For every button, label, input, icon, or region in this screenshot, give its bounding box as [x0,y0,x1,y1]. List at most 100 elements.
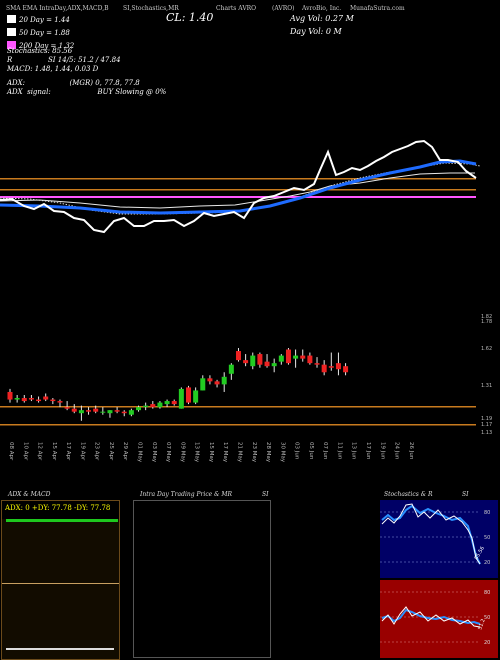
symbol-label: (AVRO) [272,5,295,12]
intraday-panel [133,500,271,658]
date-tick-label: 17 Jun [365,442,371,460]
date-tick-label: 17 May [222,442,228,463]
date-tick-label: 03 Jun [294,442,300,460]
si-value: SI 14/5: 51.2 / 47.84 [48,56,121,64]
level-line-upper [0,178,476,180]
adx-value: ADX: (MGR) 0, 77.8, 77.8 [7,79,140,87]
candle-body [50,399,56,402]
stoch-tick-label: 20 [484,560,490,566]
stochastics-value: Stochastics: 85.56 [7,47,73,55]
candle [285,348,291,365]
candle [321,360,327,376]
candle-body [43,396,49,400]
intraday-panel-title: Intra Day Trading Price & MR [140,491,233,498]
candle [57,399,63,408]
candle-body [335,363,341,370]
candle [250,352,256,370]
candle-body [228,364,234,374]
candle [50,398,56,405]
date-tick-label: 15 May [208,442,214,463]
candle [186,385,191,405]
date-tick-label: 29 Apr [122,442,128,461]
adx-panel-values: ADX: 0 +DY: 77.78 -DY: 77.78 [5,504,111,512]
munafa-label: MunafaSutra.com [350,5,405,12]
candle [43,393,49,402]
candle [14,395,20,403]
avg-volume: Avg Vol: 0.27 M [290,14,354,23]
candle-body [257,354,263,365]
candle-body [307,355,313,364]
si-line [381,606,481,628]
candle-body [164,401,170,405]
main-price-chart: 1.821.78 1.62 1.31 1.191.17 1.13 08 Apr 10 Ap… [0,139,492,463]
price-tick-label: 1.62 [481,346,492,352]
candle [200,375,206,391]
candle-body [21,398,27,402]
date-tick-label: 24 Jun [394,442,400,460]
candle [143,402,149,411]
candle [328,352,334,371]
candle-body [235,351,241,361]
price-tick-label: 1.19 [481,416,492,422]
candle-body [93,408,99,412]
ma-legend: 20 Day = 1.44 50 Day = 1.88 200 Day = 1.… [7,15,74,51]
date-tick-label: 11 Jun [336,442,342,460]
candle-body [207,378,213,382]
candle [64,401,70,411]
adx-panel-title: ADX & MACD [8,491,51,498]
candle-body [200,378,206,391]
candle-body [264,361,270,367]
candle-body [278,355,284,362]
si-tick-label: 50 [484,615,490,621]
date-tick-label: 05 Jun [308,442,314,460]
candle [171,399,177,406]
level-line-lower [0,406,476,408]
candle [243,354,249,367]
candle [193,387,199,405]
candle [114,407,120,414]
adx-signal: ADX signal: BUY Slowing @ 0% [7,88,167,96]
date-tick-label: 19 Apr [79,442,85,461]
price-tick-label: 1.31 [481,383,492,389]
candle [314,357,320,368]
date-tick-label: 26 Jun [408,442,414,460]
candle-body [128,410,134,415]
candle-body [64,407,70,409]
candle-body [285,349,291,364]
candle-body [86,410,92,412]
price-tick-label: 1.13 [481,430,492,436]
date-tick-label: 23 May [251,442,257,463]
candle [136,405,142,412]
candlesticks-layer [7,348,349,421]
candle [93,405,99,414]
close-price-label: CL: 1.40 [166,11,214,24]
stoch-tick-label: 80 [484,510,490,516]
candle-body [143,405,149,408]
level-line-mid [0,189,476,191]
candle [228,363,234,380]
candle [307,352,313,365]
macd-line [6,648,114,650]
candle-body [250,355,256,367]
sma-200-line [0,196,476,198]
date-tick-label: 13 May [194,442,200,463]
candle [7,388,13,403]
candle [157,401,163,409]
candle-body [107,410,113,414]
candle-body [157,402,163,408]
candle [128,408,134,417]
candle-body [71,408,77,412]
date-tick-label: 15 Apr [51,442,57,461]
candle [257,352,263,368]
date-tick-label: 23 Apr [94,442,100,461]
stoch-k-line [381,503,481,565]
adx-line [6,519,118,522]
date-tick-label: 10 Apr [22,442,28,461]
candle [107,410,113,418]
date-tick-label: 25 Apr [108,442,114,461]
moving-averages-layer [0,139,481,426]
price-tick-label: 1.78 [481,319,492,325]
candle [78,405,84,421]
